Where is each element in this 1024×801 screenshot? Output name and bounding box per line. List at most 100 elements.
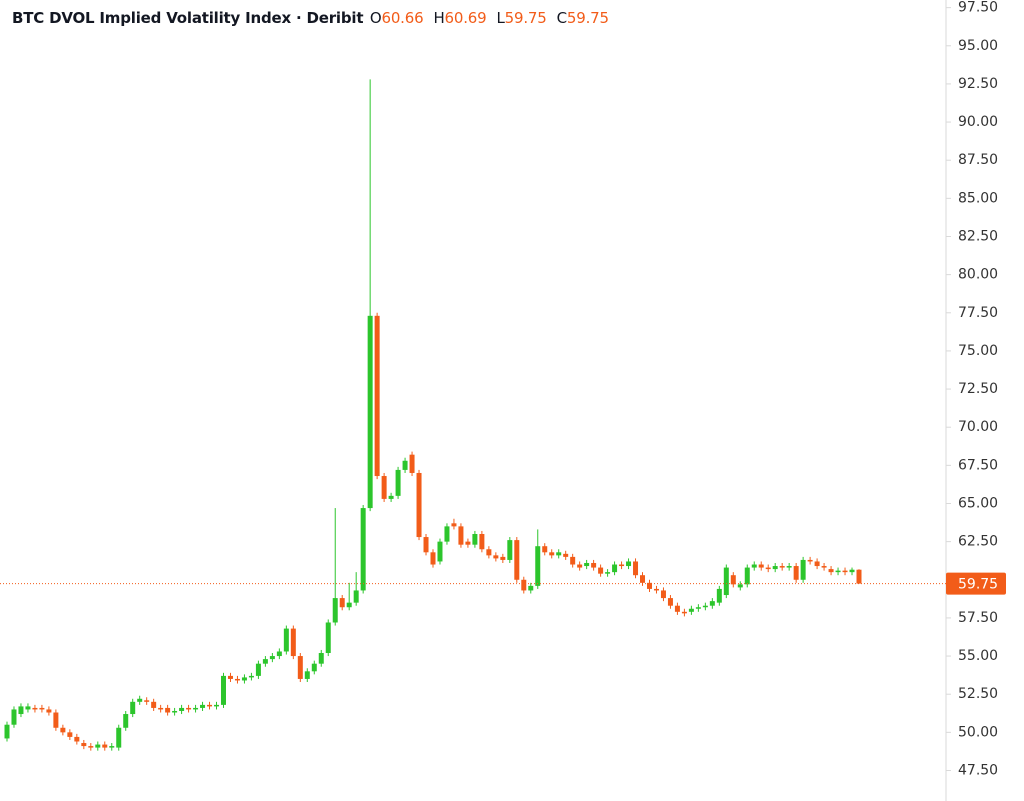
candle-body [402,460,408,470]
y-tick-label: 47.50 [958,762,998,778]
candle-body [332,598,338,623]
candle-body [276,651,282,657]
candle-body [367,315,373,509]
ohlc-value: 59.75 [504,9,547,27]
candle-body [577,564,583,568]
candle-body [779,566,785,568]
chart-header: BTC DVOL Implied Volatility Index · Deri… [12,9,617,27]
candle-body [835,570,841,573]
candle-body [814,561,820,567]
candle-body [563,553,569,557]
candle-body [786,566,792,568]
y-tick-label: 80.00 [958,267,998,283]
candle-body [758,564,764,568]
candle-body [751,564,757,568]
y-tick-label: 62.50 [958,534,998,550]
ohlc-legend: O60.66 H60.69 L59.75 C59.75 [368,9,617,27]
candle-body [186,707,192,710]
candle-body [74,736,80,742]
candle-body [53,712,59,728]
y-tick-label: 72.50 [958,381,998,397]
candle-body [584,562,590,567]
candle-body [46,709,52,713]
candle-body [200,704,206,708]
y-tick-label: 52.50 [958,686,998,702]
candle-body [640,575,646,583]
candle-body [297,656,303,679]
y-tick-label: 92.50 [958,76,998,92]
candle-body [60,727,66,733]
candle-body [207,704,213,707]
candle-body [660,590,666,599]
candle-body [262,659,268,664]
candle-body [674,605,680,612]
candle-body [772,566,778,570]
y-tick-label: 97.50 [958,0,998,16]
candle-body [646,582,652,589]
candle-body [172,710,178,713]
candle-body [158,707,164,710]
candle-body [807,559,813,562]
candle-body [542,546,548,553]
candle-body [619,564,625,567]
candle-body [255,663,261,676]
candle-body [11,709,17,725]
candle-body [856,569,862,584]
candle-body [374,315,380,477]
candle-body [130,701,136,715]
candle-body [39,707,45,710]
candle-body [318,653,324,664]
candle-body [423,537,429,553]
candle-body [290,628,296,657]
candle-body [667,598,673,606]
candle-body [137,698,143,702]
candle-body [633,561,639,576]
candle-body [346,602,352,608]
y-tick-label: 77.50 [958,305,998,321]
candle-body [493,555,499,559]
candle-body [353,590,359,603]
candle-body [339,598,345,608]
candle-body [95,744,101,748]
candle-body [458,526,464,545]
ohlc-value: 60.69 [444,9,487,27]
ohlc-label: C [556,9,567,27]
candle-body [528,585,534,591]
candle-body [234,678,240,681]
candle-body [388,495,394,499]
candle-body [821,566,827,568]
candle-body [227,675,233,679]
candle-body [730,575,736,585]
candle-body [220,675,226,705]
candle-body [409,454,415,473]
ohlc-label: L [496,9,505,27]
candle-body [416,472,422,538]
candle-body [151,701,157,708]
candle-body [479,534,485,550]
candle-body [165,707,171,713]
candle-body [716,588,722,603]
candle-body [214,704,220,707]
candle-body [549,552,555,556]
candle-body [102,744,108,748]
candle-body [653,588,659,591]
candle-body [325,622,331,654]
candle-body [702,605,708,608]
candle-body [500,556,506,560]
candle-body [828,569,834,573]
candle-body [612,564,618,573]
candle-body [437,541,443,562]
last-price-box [946,572,1006,595]
y-tick-label: 87.50 [958,152,998,168]
y-tick-label: 67.50 [958,457,998,473]
candle-body [241,677,247,681]
candle-body [193,707,199,710]
candle-body [849,569,855,573]
y-tick-label: 82.50 [958,228,998,244]
last-price-label: 59.75 [958,577,998,593]
candle-body [709,601,715,606]
candle-body [179,707,185,711]
candle-body [535,546,541,586]
